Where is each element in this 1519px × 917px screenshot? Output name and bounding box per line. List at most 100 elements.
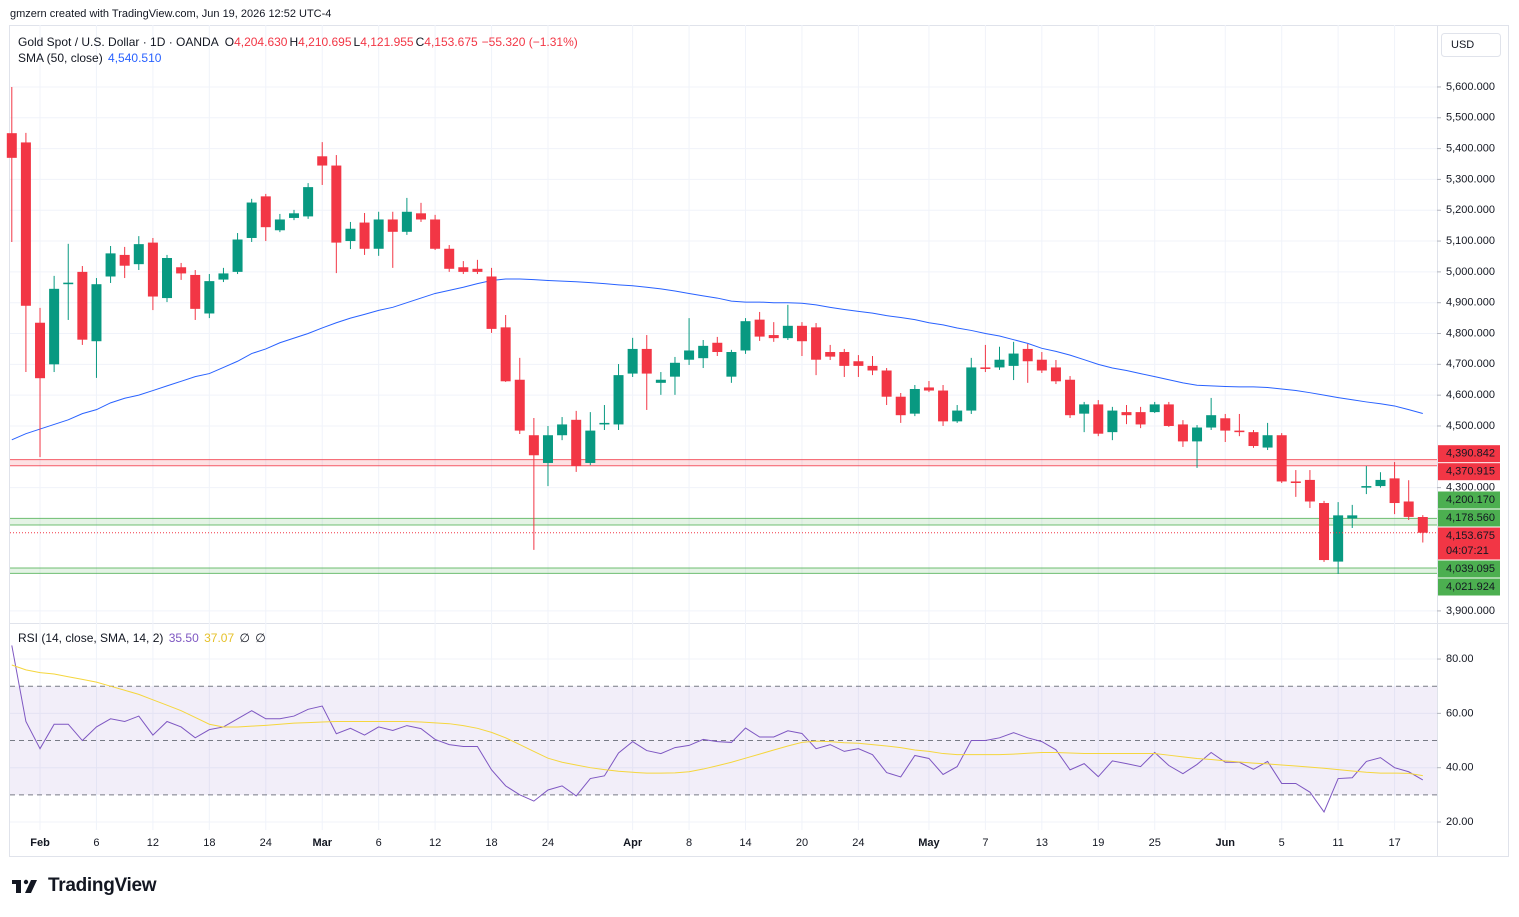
- x-tick-label: 11: [1332, 837, 1343, 849]
- candle-body: [1050, 367, 1061, 382]
- candle-body: [966, 367, 977, 411]
- candle-body: [246, 202, 257, 238]
- ohlc-key: O: [224, 35, 235, 49]
- currency: USD: [1451, 39, 1474, 51]
- candle-body: [557, 424, 568, 436]
- candle-body: [105, 253, 116, 277]
- chart-frame: [9, 25, 1509, 857]
- sma-name: SMA (50, close): [18, 51, 103, 65]
- candle-body: [91, 284, 102, 342]
- zone: [10, 459, 1437, 466]
- x-tick-label: 19: [1092, 837, 1104, 849]
- candle-body: [585, 430, 596, 463]
- y-tick-label: 3,900.000: [1446, 605, 1495, 617]
- candle-body: [740, 321, 751, 351]
- candle-body: [1262, 435, 1273, 448]
- ohlc-value: 4,121.955: [360, 35, 414, 49]
- brand-logo: [12, 879, 37, 893]
- candle-body: [923, 387, 934, 391]
- candle-body: [980, 367, 991, 369]
- candle-body: [1347, 515, 1358, 519]
- y-tick-label: 4,300.000: [1446, 482, 1495, 494]
- candle-body: [317, 156, 328, 166]
- x-tick-label: May: [918, 837, 940, 849]
- x-tick-label: 24: [542, 837, 554, 849]
- candle-body: [1319, 503, 1330, 561]
- rsi-tick-label: 80.00: [1446, 653, 1474, 665]
- axis-label: 4,200.170: [1446, 494, 1495, 506]
- change: −55.320 (−1.31%): [481, 35, 578, 49]
- candle-body: [176, 267, 187, 274]
- y-tick-label: 4,500.000: [1446, 420, 1495, 432]
- x-tick-label: 14: [739, 837, 751, 849]
- candle-body: [1163, 404, 1174, 426]
- rsi-extra: ∅: [255, 631, 266, 645]
- candle-body: [994, 359, 1005, 368]
- candle-body: [359, 222, 370, 249]
- candle-body: [839, 352, 850, 366]
- candle-body: [952, 410, 963, 422]
- candle-body: [133, 244, 144, 265]
- rsi-legend: RSI (14, close, SMA, 14, 2) 35.50 37.07 …: [18, 631, 268, 645]
- candle-body: [500, 327, 511, 382]
- candle-body: [289, 213, 299, 218]
- x-tick-label: 18: [203, 837, 215, 849]
- candle-body: [1403, 501, 1414, 517]
- candle-body: [1361, 486, 1372, 488]
- ohlc: O4,204.630 H4,210.695 L4,121.955 C4,153.675: [221, 35, 480, 49]
- y-tick-label: 4,900.000: [1446, 297, 1495, 309]
- x-tick-label: 12: [147, 837, 159, 849]
- rsi-sma-value: 37.07: [204, 631, 235, 645]
- candle-body: [811, 327, 822, 360]
- candle-body: [1149, 404, 1160, 413]
- candle-body: [1276, 435, 1287, 482]
- ohlc-value: 4,210.695: [298, 35, 352, 49]
- brand: TradingView: [48, 875, 157, 896]
- axis-label-box: [1438, 527, 1500, 560]
- axis-label: 4,178.560: [1446, 512, 1495, 524]
- candle-body: [387, 219, 398, 232]
- candle-body: [641, 348, 652, 374]
- y-tick-label: 5,100.000: [1446, 235, 1495, 247]
- candle-body: [613, 375, 624, 425]
- y-tick-label: 4,800.000: [1446, 327, 1495, 339]
- x-tick-label: 18: [485, 837, 497, 849]
- candle-body: [938, 390, 949, 422]
- y-tick-label: 5,300.000: [1446, 173, 1495, 185]
- axis-label: 4,153.675: [1446, 530, 1495, 542]
- zone: [10, 568, 1437, 574]
- candle-body: [303, 187, 314, 217]
- ohlc-key: H: [289, 35, 299, 49]
- rsi-tick-label: 20.00: [1446, 816, 1474, 828]
- axis-label: 4,039.095: [1446, 563, 1495, 575]
- candle-body: [514, 379, 525, 431]
- candle-body: [1008, 353, 1019, 366]
- candle-body: [1192, 427, 1203, 442]
- price-legend: Gold Spot / U.S. Dollar · 1D · OANDA O4,2…: [18, 35, 580, 49]
- candle-body: [204, 281, 215, 314]
- candle-body: [599, 422, 610, 425]
- rsi-title: RSI (14, close, SMA, 14, 2): [18, 631, 164, 645]
- y-tick-label: 5,500.000: [1446, 112, 1495, 124]
- candle-body: [458, 267, 469, 272]
- x-tick-label: 20: [796, 837, 808, 849]
- candle-body: [49, 288, 60, 365]
- axis-label-box: [1438, 445, 1500, 463]
- rsi-tick-label: 60.00: [1446, 707, 1474, 719]
- axis-label: 4,370.915: [1446, 466, 1495, 478]
- candle-body: [1304, 479, 1315, 502]
- axis-label-box: [1438, 578, 1500, 596]
- attribution: gmzern created with TradingView.com, Jun…: [10, 8, 332, 20]
- x-tick-label: 5: [1279, 837, 1285, 849]
- candle-body: [768, 335, 779, 339]
- candle-body: [796, 325, 807, 342]
- axis-label-box: [1438, 463, 1500, 481]
- candle-body: [1079, 404, 1090, 414]
- ohlc-value: 4,153.675: [424, 35, 478, 49]
- axis-label: 4,390.842: [1446, 448, 1495, 460]
- sma-value: 4,540.510: [108, 51, 162, 65]
- candle-body: [1036, 359, 1047, 371]
- candle-body: [430, 219, 441, 249]
- candle-body: [909, 388, 920, 414]
